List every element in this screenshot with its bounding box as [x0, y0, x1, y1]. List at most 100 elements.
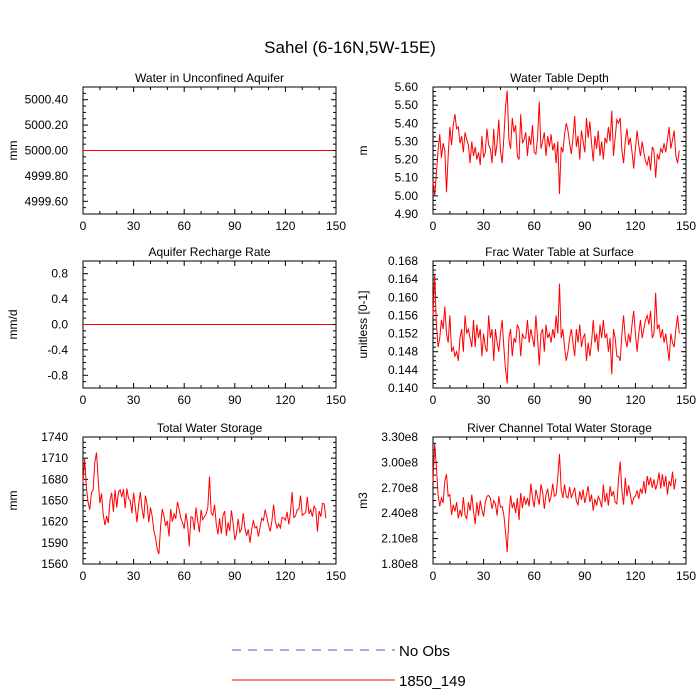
x-tick-label: 30	[127, 569, 141, 583]
x-tick-label: 30	[477, 569, 491, 583]
y-tick-label: 5.00	[395, 189, 419, 203]
panel-title: Frac Water Table at Surface	[485, 245, 634, 259]
y-tick-label: 5.60	[395, 80, 419, 94]
chart-panels: Water in Unconfined Aquifer mm 0 30 60 90 120 1…	[6, 71, 696, 583]
panel-river-channel-total-water-storage: River Channel Total Water Storage m3 0 30 60…	[356, 421, 696, 583]
x-tick-label: 120	[625, 219, 645, 233]
plot-frame	[432, 260, 687, 389]
x-tick-label: 60	[528, 569, 542, 583]
legend-label-1850-149: 1850_149	[399, 673, 466, 690]
x-tick-label: 120	[275, 219, 295, 233]
y-tick-label: 5.20	[395, 153, 419, 167]
x-tick-label: 60	[178, 219, 192, 233]
x-tick-label: 150	[676, 219, 696, 233]
y-tick-label: 3.30e8	[381, 430, 418, 444]
y-tick-label: 0.164	[388, 272, 418, 286]
y-tick-label: 5000.40	[25, 93, 69, 107]
y-tick-label: 2.70e8	[381, 481, 418, 495]
series-line-1850-149	[432, 443, 677, 553]
page-title: Sahel (6-16N,5W-15E)	[264, 38, 436, 57]
x-tick-label: 90	[578, 393, 592, 407]
x-tick-label: 0	[80, 219, 87, 233]
y-tick-label: 3.00e8	[381, 455, 418, 469]
y-tick-label: -0.4	[47, 343, 68, 357]
y-tick-label: 1680	[41, 472, 68, 486]
y-tick-label: 1560	[41, 557, 68, 571]
x-tick-label: 0	[430, 219, 437, 233]
x-tick-label: 90	[228, 219, 242, 233]
y-tick-label: 1650	[41, 494, 68, 508]
panel-title: Water Table Depth	[510, 71, 609, 85]
y-tick-label: 0.8	[51, 267, 68, 281]
series-line-1850-149	[432, 274, 680, 384]
y-tick-label: 1590	[41, 536, 68, 550]
x-tick-label: 0	[430, 569, 437, 583]
y-tick-label: 2.40e8	[381, 506, 418, 520]
y-axis-label: unitless [0-1]	[356, 290, 370, 358]
y-tick-label: 5.10	[395, 171, 419, 185]
panel-title: Aquifer Recharge Rate	[148, 245, 270, 259]
x-tick-label: 90	[578, 219, 592, 233]
x-tick-label: 30	[127, 393, 141, 407]
x-tick-label: 150	[326, 393, 346, 407]
x-tick-label: 150	[326, 219, 346, 233]
y-axis-label: m3	[356, 492, 370, 509]
y-tick-label: 1740	[41, 430, 68, 444]
y-tick-label: 4999.80	[25, 169, 69, 183]
x-tick-label: 150	[676, 569, 696, 583]
y-tick-label: 5.30	[395, 134, 419, 148]
y-tick-label: 1710	[41, 451, 68, 465]
x-tick-label: 120	[625, 393, 645, 407]
x-tick-label: 30	[477, 219, 491, 233]
panel-total-water-storage: Total Water Storage mm 0 30 60 90 120 150 1560 15…	[6, 421, 346, 583]
y-tick-label: 2.10e8	[381, 532, 418, 546]
legend: No Obs 1850_149	[232, 643, 466, 690]
y-tick-label: 4.90	[395, 207, 419, 221]
panel-frac-water-table-at-surface: Frac Water Table at Surface unitless [0-1…	[356, 245, 696, 407]
series-line-1850-149	[432, 90, 680, 196]
panel-title: Total Water Storage	[157, 421, 263, 435]
y-tick-label: 5.50	[395, 98, 419, 112]
y-axis-label: mm	[6, 491, 20, 511]
x-tick-label: 0	[430, 393, 437, 407]
x-tick-label: 150	[326, 569, 346, 583]
x-tick-label: 90	[228, 569, 242, 583]
y-axis-label: mm/d	[6, 310, 20, 340]
x-tick-label: 30	[477, 393, 491, 407]
x-tick-label: 0	[80, 393, 87, 407]
y-tick-label: 0.144	[388, 363, 418, 377]
y-tick-label: 1620	[41, 515, 68, 529]
panel-aquifer-recharge-rate: Aquifer Recharge Rate mm/d 0 30 60 90 120 150 -0…	[6, 245, 346, 407]
x-tick-label: 30	[127, 219, 141, 233]
x-tick-label: 120	[275, 569, 295, 583]
panel-title: River Channel Total Water Storage	[467, 421, 652, 435]
plot-frame	[82, 436, 337, 565]
y-tick-label: -0.8	[47, 368, 68, 382]
y-tick-label: 0.156	[388, 308, 418, 322]
y-axis-label: mm	[6, 141, 20, 161]
y-tick-label: 0.168	[388, 254, 418, 268]
y-tick-label: 0.0	[51, 318, 68, 332]
x-tick-label: 90	[228, 393, 242, 407]
legend-label-no-obs: No Obs	[399, 643, 450, 660]
x-tick-label: 60	[178, 393, 192, 407]
y-tick-label: 0.152	[388, 327, 418, 341]
y-tick-label: 5.40	[395, 116, 419, 130]
x-tick-label: 120	[625, 569, 645, 583]
y-tick-label: 0.4	[51, 292, 68, 306]
x-tick-label: 60	[528, 393, 542, 407]
y-tick-label: 5000.00	[25, 144, 69, 158]
y-tick-label: 5000.20	[25, 118, 69, 132]
y-tick-label: 4999.60	[25, 194, 69, 208]
panel-water-in-unconfined-aquifer: Water in Unconfined Aquifer mm 0 30 60 90 120 1…	[6, 71, 346, 233]
y-tick-label: 1.80e8	[381, 557, 418, 571]
panel-water-table-depth: Water Table Depth m 0 30 60 90 120 150 4.90 5.00 5…	[356, 71, 696, 233]
x-tick-label: 60	[178, 569, 192, 583]
y-tick-label: 0.140	[388, 381, 418, 395]
y-tick-label: 0.148	[388, 345, 418, 359]
y-tick-label: 0.160	[388, 290, 418, 304]
x-tick-label: 90	[578, 569, 592, 583]
y-axis-label: m	[356, 146, 370, 156]
panel-title: Water in Unconfined Aquifer	[135, 71, 284, 85]
